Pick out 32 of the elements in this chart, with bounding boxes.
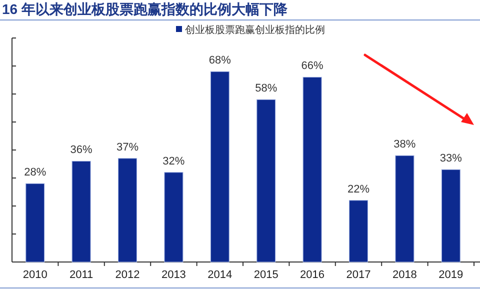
- x-tick-label: 2011: [69, 269, 94, 281]
- bar: [441, 169, 460, 262]
- bar: [72, 160, 91, 262]
- bar: [118, 158, 138, 262]
- data-label: 33%: [440, 152, 462, 165]
- x-tick-label: 2017: [346, 269, 371, 281]
- chart-title: 16 年以来创业板股票跑赢指数的比例大幅下降: [2, 1, 288, 17]
- data-label: 28%: [24, 166, 46, 179]
- legend-label: 创业板股票跑赢创业板指的比例: [185, 24, 325, 36]
- bar: [348, 200, 368, 262]
- bar: [256, 99, 276, 262]
- data-label: 37%: [116, 141, 139, 154]
- bar: [395, 155, 414, 262]
- bar: [210, 71, 230, 262]
- data-label: 32%: [162, 155, 185, 168]
- data-label: 36%: [70, 144, 93, 156]
- data-label: 66%: [301, 60, 324, 72]
- x-tick-label: 2015: [254, 269, 278, 281]
- bar: [164, 172, 184, 262]
- data-label: 38%: [394, 138, 416, 151]
- data-label: 22%: [347, 183, 370, 196]
- x-tick-label: 2014: [208, 269, 232, 281]
- x-tick-label: 2010: [22, 269, 48, 281]
- x-tick-label: 2018: [392, 269, 417, 281]
- bar: [302, 76, 322, 262]
- x-tick-label: 2019: [438, 269, 464, 281]
- x-tick-label: 2012: [115, 269, 140, 281]
- data-label: 68%: [208, 54, 232, 67]
- data-label: 58%: [255, 82, 278, 95]
- x-tick-label: 2016: [300, 269, 325, 281]
- x-tick-label: 2013: [161, 269, 186, 281]
- bar: [26, 183, 45, 262]
